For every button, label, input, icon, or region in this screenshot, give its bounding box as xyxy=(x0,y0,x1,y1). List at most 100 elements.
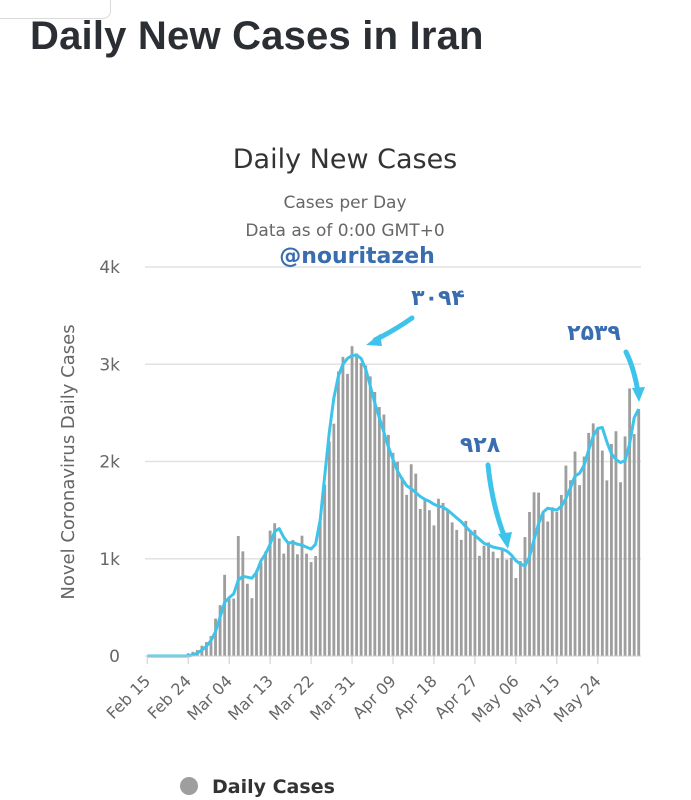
bar xyxy=(459,539,463,656)
bar xyxy=(341,356,345,656)
bar xyxy=(555,511,559,656)
bar xyxy=(250,598,254,656)
bar xyxy=(519,561,522,656)
bar xyxy=(259,562,263,656)
x-tick-label: Mar 22 xyxy=(265,671,318,724)
bar xyxy=(427,510,431,656)
bar xyxy=(414,473,418,656)
bar xyxy=(455,529,459,656)
bar xyxy=(468,530,472,656)
legend[interactable]: Daily Cases xyxy=(180,776,335,798)
bar xyxy=(546,521,550,656)
x-tick-label: Mar 13 xyxy=(224,671,277,724)
y-tick-label: 4k xyxy=(99,258,120,278)
bar xyxy=(355,353,359,656)
watermark: @nouritazeh xyxy=(279,244,435,269)
bar xyxy=(505,559,509,656)
bar xyxy=(368,376,372,656)
page-title: Daily New Cases in Iran xyxy=(30,14,484,58)
bar xyxy=(409,464,413,656)
x-tick-label: Apr 18 xyxy=(390,671,441,722)
trend-line-path xyxy=(147,353,641,658)
bar xyxy=(550,507,554,656)
x-tick-label: Apr 09 xyxy=(349,671,400,722)
annotation-arrow xyxy=(485,462,508,541)
bar xyxy=(223,574,227,656)
bar xyxy=(610,443,613,656)
chart-subtitle-2: Data as of 0:00 GMT+0 xyxy=(245,221,444,241)
trend-line xyxy=(147,353,641,658)
bar xyxy=(364,365,368,656)
bar xyxy=(541,511,545,656)
annotation-arrowhead xyxy=(366,334,382,346)
chart-subtitle: Cases per Day xyxy=(283,193,406,213)
bar xyxy=(405,494,409,656)
bar xyxy=(528,511,531,656)
bar xyxy=(209,636,213,656)
bar xyxy=(473,529,477,656)
bar xyxy=(314,556,318,656)
bar xyxy=(591,423,595,656)
bar xyxy=(273,523,277,656)
bar xyxy=(559,494,563,656)
bar xyxy=(255,570,258,656)
bar xyxy=(596,427,600,656)
close-button[interactable] xyxy=(0,0,111,19)
bar xyxy=(264,551,267,656)
bar xyxy=(218,605,222,656)
bar xyxy=(509,557,513,656)
bar xyxy=(496,558,500,656)
bar xyxy=(523,537,527,656)
bar xyxy=(573,451,577,656)
bar xyxy=(432,525,436,656)
bar xyxy=(619,482,622,656)
y-tick-label: 3k xyxy=(99,355,120,375)
legend-marker xyxy=(180,777,198,795)
bar xyxy=(286,541,290,656)
bar xyxy=(423,499,427,656)
bar xyxy=(387,434,390,656)
bar xyxy=(464,520,468,656)
bar xyxy=(245,583,249,656)
bar xyxy=(514,578,518,656)
bar xyxy=(300,535,304,656)
bar xyxy=(296,554,299,656)
bar xyxy=(491,551,495,656)
bar xyxy=(437,498,440,656)
bar xyxy=(441,502,445,656)
chart-title: Daily New Cases xyxy=(233,144,458,175)
bar xyxy=(214,618,217,656)
bar xyxy=(232,598,236,656)
bar xyxy=(587,432,591,656)
bar xyxy=(227,599,231,656)
bar xyxy=(318,518,322,656)
y-tick-label: 2k xyxy=(99,453,120,473)
bar xyxy=(569,480,572,656)
bar xyxy=(205,642,208,656)
bar xyxy=(277,538,281,656)
annotation-arrow xyxy=(372,315,415,343)
bar xyxy=(350,346,354,656)
bar xyxy=(600,450,604,656)
bar xyxy=(418,508,422,656)
bar xyxy=(623,436,627,656)
bar xyxy=(482,545,486,656)
bar xyxy=(327,441,331,656)
legend-label: Daily Cases xyxy=(212,776,335,798)
bar xyxy=(305,553,308,656)
y-tick-label: 0 xyxy=(109,647,120,667)
bar xyxy=(282,553,286,656)
annotations: ۳۰۹۴ ۹۲۸ ۲۵۳۹ xyxy=(366,286,645,549)
bar xyxy=(578,485,581,656)
bar xyxy=(532,492,536,656)
y-tick-label: 1k xyxy=(99,550,120,570)
bar xyxy=(236,535,240,656)
x-tick-label: Mar 04 xyxy=(183,671,236,724)
bar xyxy=(377,407,381,656)
bar xyxy=(391,452,395,656)
annotation-label: ۹۲۸ xyxy=(460,433,501,458)
bar xyxy=(478,555,481,656)
bar xyxy=(632,434,636,656)
bar xyxy=(614,431,618,656)
